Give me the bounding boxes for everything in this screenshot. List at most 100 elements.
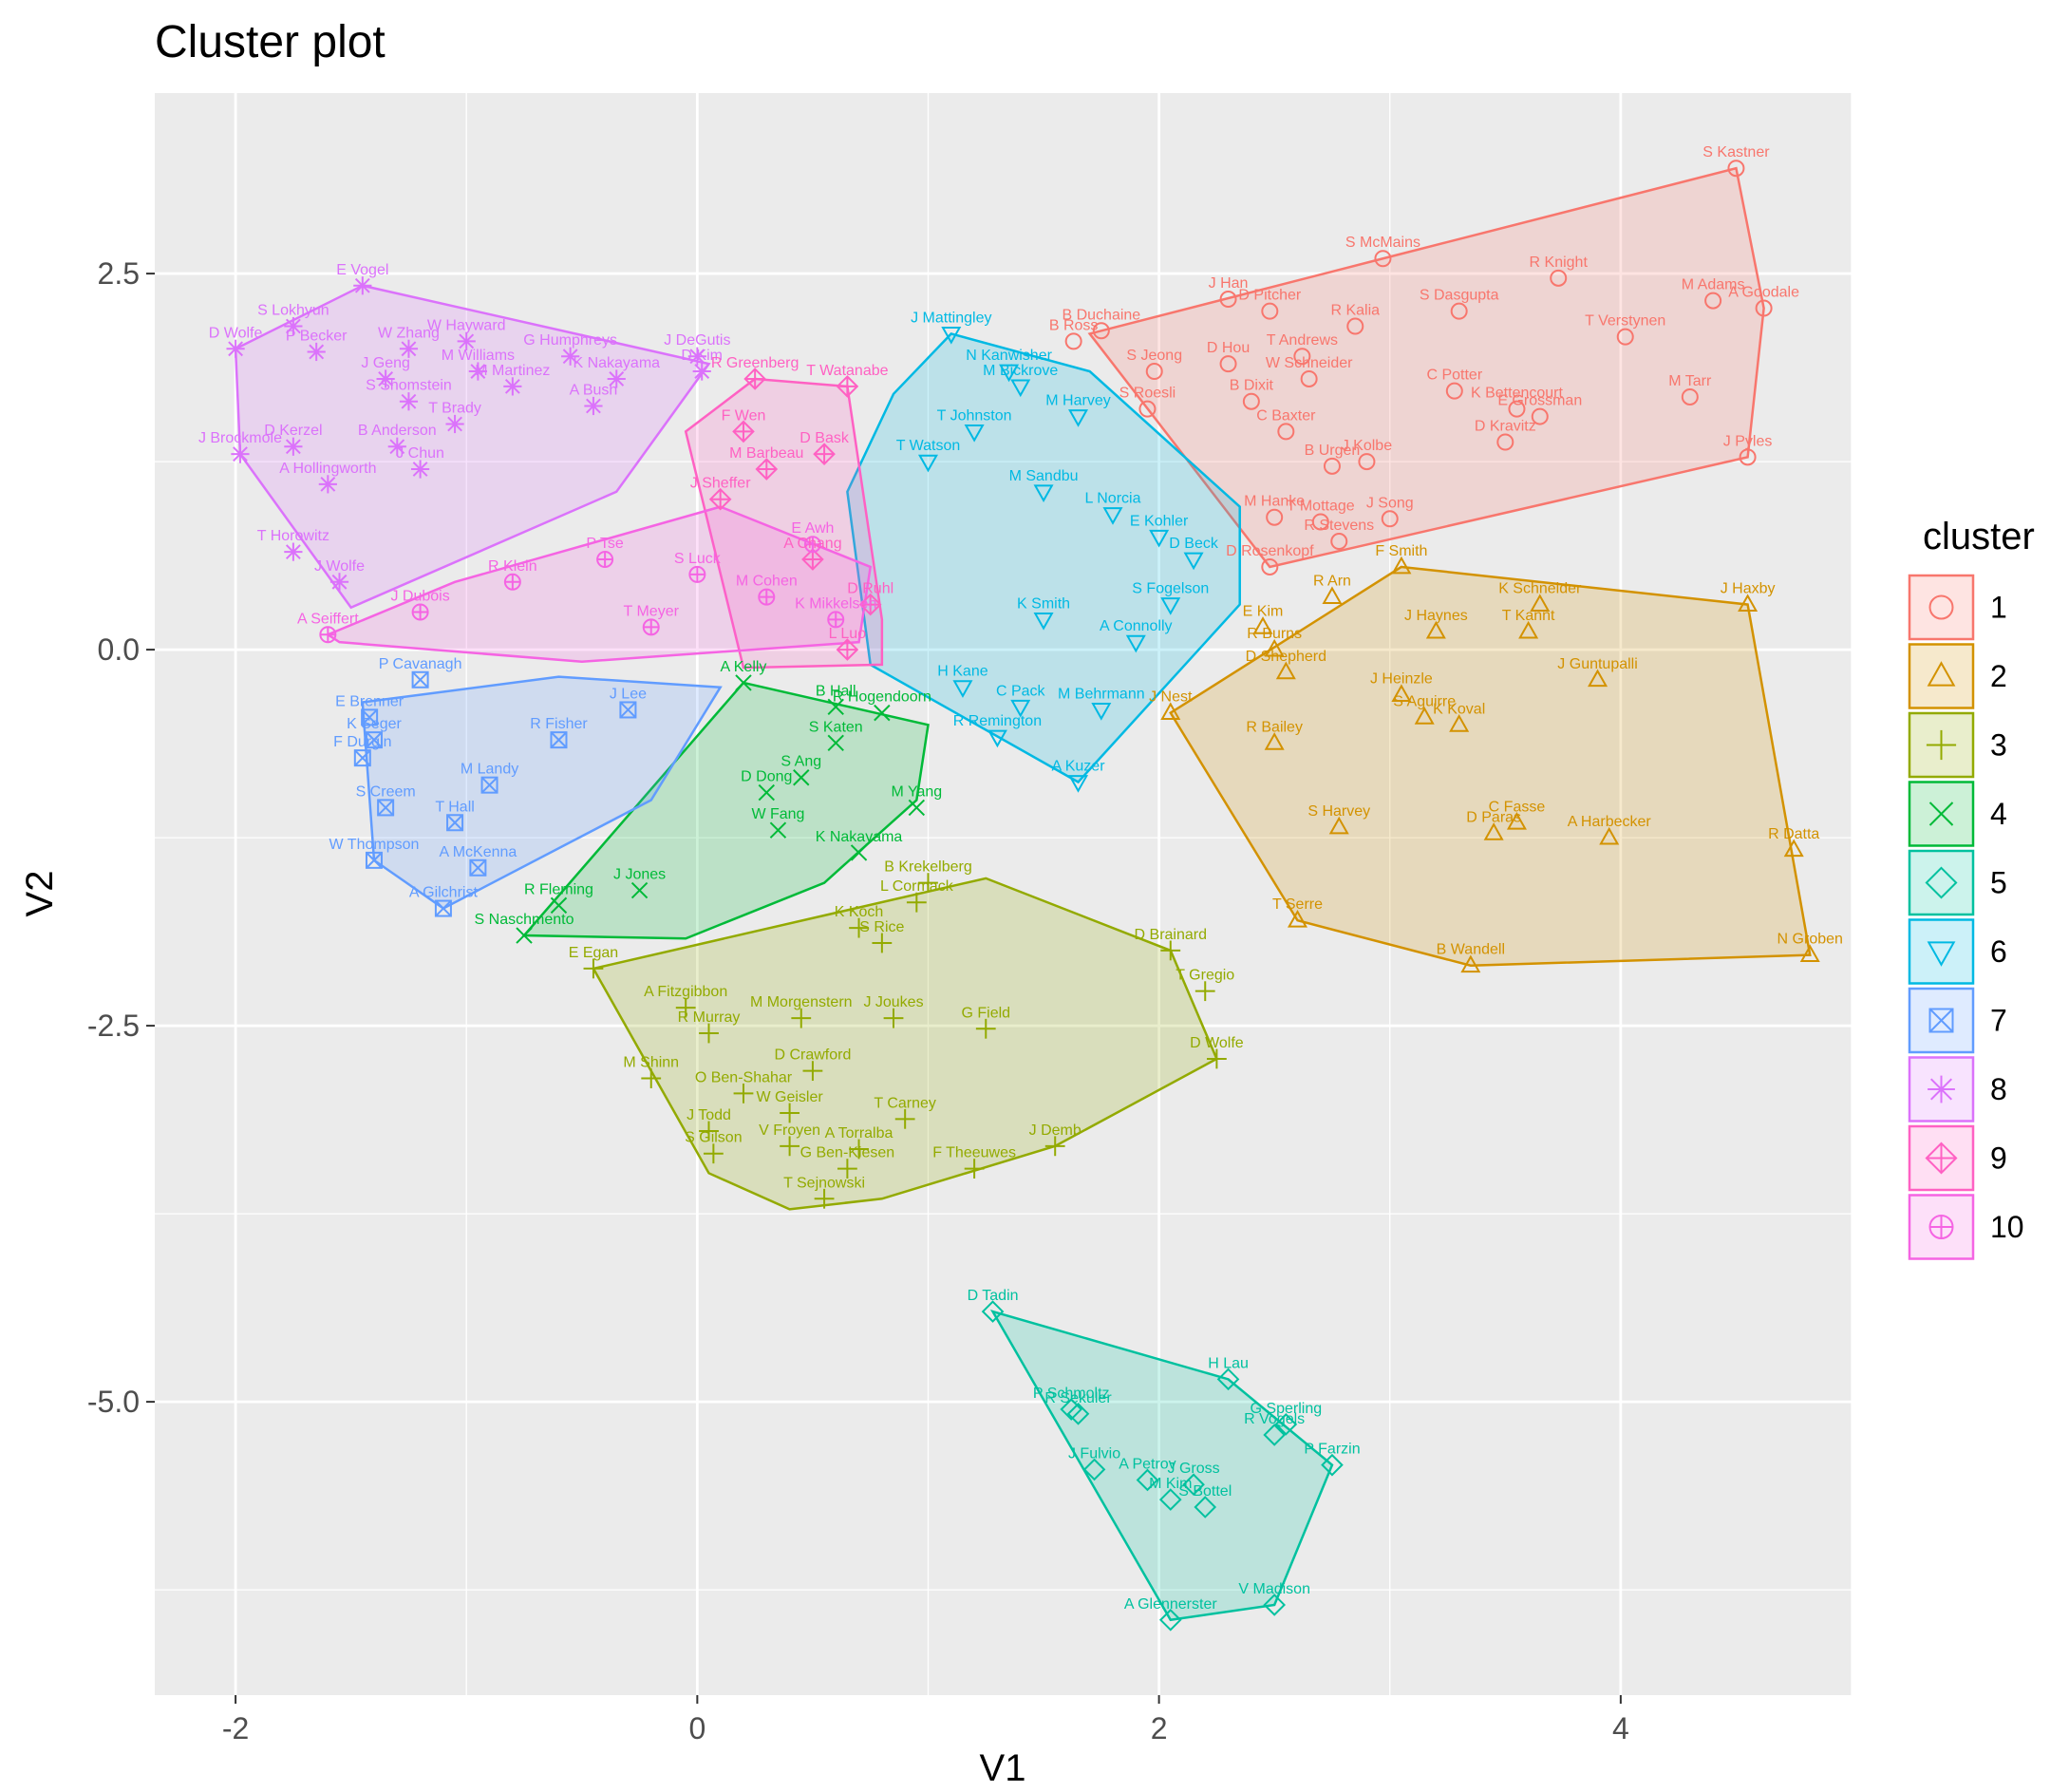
point-label: K Bettencourt bbox=[1471, 386, 1564, 402]
cluster-2-point bbox=[1160, 702, 1181, 721]
point-label: D Rosenkopf bbox=[1226, 543, 1314, 559]
cluster-1-point bbox=[1681, 387, 1699, 406]
cluster-8-point bbox=[226, 339, 245, 358]
cluster-3-point bbox=[883, 1008, 904, 1028]
cluster-5-point bbox=[1082, 1458, 1106, 1481]
y-tick-label: 0.0 bbox=[98, 632, 140, 667]
legend-label: 6 bbox=[1990, 934, 2007, 969]
cluster-2-point bbox=[1460, 954, 1481, 973]
cluster-5-point bbox=[1274, 1413, 1298, 1436]
cluster-6-point bbox=[1033, 613, 1054, 631]
legend-items: 1 2 3 4 5 6 7 8 9 10 bbox=[1908, 574, 2024, 1260]
cluster-8-point bbox=[387, 437, 406, 456]
legend: cluster 1 2 3 4 5 6 7 8 9 10 bbox=[1908, 516, 2035, 1260]
point-label: T Andrews bbox=[1267, 332, 1338, 349]
cluster-8-point bbox=[318, 475, 337, 494]
cluster-3-point bbox=[906, 892, 927, 913]
cluster-8-point bbox=[307, 342, 326, 362]
cluster-4-point bbox=[850, 844, 868, 861]
cluster-2-point bbox=[1783, 839, 1804, 858]
legend-label: 1 bbox=[1990, 591, 2007, 625]
cluster-6-hull bbox=[846, 332, 1241, 784]
cluster-1-point bbox=[1616, 328, 1634, 346]
point-label: S Rice bbox=[859, 919, 904, 935]
point-label: D Wolfe bbox=[1190, 1035, 1244, 1051]
cluster-2-point bbox=[1287, 909, 1308, 928]
cluster-1-point bbox=[1261, 302, 1279, 320]
cluster-4-point bbox=[630, 881, 649, 899]
point-label: R Kalia bbox=[1330, 303, 1380, 319]
point-label: S Bottel bbox=[1178, 1483, 1232, 1500]
legend-key-1 bbox=[1908, 574, 1975, 641]
cluster-6-point bbox=[941, 327, 962, 345]
point-label: F Smith bbox=[1375, 543, 1427, 559]
y-axis-title: V2 bbox=[19, 871, 61, 917]
cluster-1-point bbox=[1300, 369, 1318, 387]
cluster-7-point bbox=[550, 731, 568, 749]
point-label: S Kastner bbox=[1702, 144, 1770, 160]
cluster-5-point bbox=[1136, 1468, 1159, 1492]
cluster-1-point bbox=[1374, 250, 1392, 268]
point-label: L Norcia bbox=[1084, 491, 1140, 507]
point-label: T Carney bbox=[874, 1095, 936, 1111]
cluster-7-point bbox=[411, 670, 429, 689]
point-label: J Han bbox=[1209, 275, 1249, 292]
cluster-1-point bbox=[1138, 400, 1157, 418]
cluster-2-point bbox=[1483, 822, 1504, 840]
point-label: E Kim bbox=[1243, 603, 1284, 619]
point-label: M Harvey bbox=[1045, 393, 1110, 409]
legend-title: cluster bbox=[1923, 516, 2035, 557]
cluster-2-point bbox=[1391, 684, 1412, 703]
legend-key-7 bbox=[1908, 987, 1975, 1054]
cluster-6-point bbox=[964, 424, 985, 443]
point-label: S Roesli bbox=[1119, 386, 1176, 402]
point-label: S Fogelson bbox=[1132, 581, 1209, 597]
point-label: M Cohen bbox=[736, 574, 798, 590]
point-label: P Farzin bbox=[1304, 1442, 1360, 1458]
cluster-3-point bbox=[918, 873, 938, 894]
cluster-hulls bbox=[234, 166, 1812, 1622]
point-label: C Fasse bbox=[1489, 799, 1546, 815]
cluster-2-point bbox=[1506, 812, 1527, 830]
cluster-2-point bbox=[1328, 816, 1349, 835]
point-label: R Sekuler bbox=[1044, 1390, 1112, 1406]
cluster-points bbox=[226, 160, 1820, 1632]
cluster-3-point bbox=[837, 1159, 857, 1179]
legend-label: 3 bbox=[1990, 728, 2007, 763]
cluster-5-point bbox=[1066, 1402, 1090, 1425]
cluster-6-point bbox=[1149, 529, 1170, 548]
plot-panel bbox=[155, 93, 1852, 1695]
point-label: R Greenberg bbox=[711, 355, 799, 371]
cluster-6-point bbox=[1010, 699, 1031, 718]
cluster-8-point bbox=[607, 369, 626, 388]
cluster-7-point bbox=[361, 708, 379, 726]
point-label: J Nest bbox=[1149, 689, 1193, 706]
cluster-2-point bbox=[1738, 594, 1759, 612]
cluster-5-point bbox=[1158, 1608, 1182, 1632]
cluster-2-point bbox=[1588, 669, 1608, 688]
point-label: C Baxter bbox=[1256, 407, 1316, 424]
point-label: T Watanabe bbox=[806, 363, 888, 379]
cluster-4-point bbox=[550, 896, 568, 915]
cluster-2-point bbox=[1264, 732, 1285, 750]
point-label: M Adams bbox=[1682, 277, 1745, 293]
cluster-1-point bbox=[1145, 363, 1163, 381]
cluster-10-point bbox=[596, 551, 614, 569]
cluster-2-point bbox=[1799, 944, 1820, 963]
cluster-2-point bbox=[1264, 638, 1285, 657]
point-label: M Landy bbox=[461, 762, 518, 778]
legend-label: 5 bbox=[1990, 866, 2007, 900]
point-label: P Tse bbox=[586, 536, 624, 552]
point-label: D Ruhl bbox=[847, 581, 893, 597]
cluster-2-point bbox=[1599, 826, 1620, 845]
point-label: J Chun bbox=[396, 445, 444, 462]
point-label: P Schmoltz bbox=[1033, 1386, 1110, 1402]
point-label: R Vogels bbox=[1244, 1411, 1305, 1427]
cluster-3-point bbox=[675, 997, 696, 1018]
cluster-2-hull bbox=[1169, 565, 1812, 967]
point-label: S Jeong bbox=[1126, 348, 1182, 364]
point-label: D Shepherd bbox=[1246, 649, 1326, 665]
point-label: S Shomstein bbox=[366, 378, 452, 394]
cluster-10-point bbox=[319, 626, 337, 644]
point-label: S Ang bbox=[781, 754, 821, 770]
